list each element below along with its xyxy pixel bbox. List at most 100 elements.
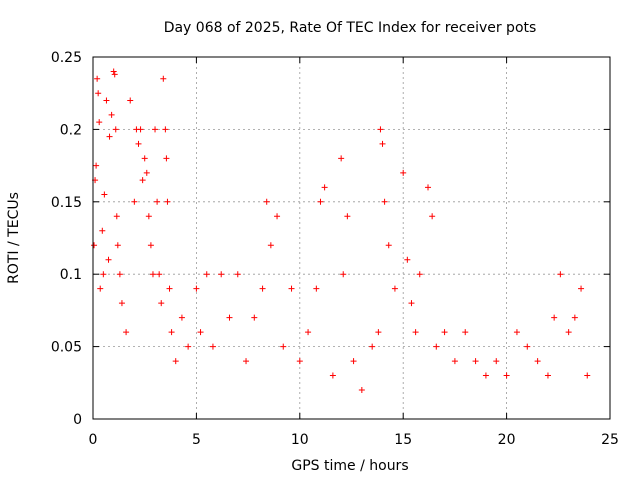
data-point (251, 314, 258, 321)
data-point (482, 372, 489, 379)
data-point (100, 271, 107, 278)
y-tick-label: 0.25 (51, 50, 82, 66)
y-tick-label: 0.2 (60, 122, 82, 138)
grid-lines (93, 57, 610, 419)
data-point (154, 198, 161, 205)
data-point (99, 227, 106, 234)
data-point (162, 126, 169, 133)
data-point (441, 329, 448, 336)
data-point (149, 271, 156, 278)
data-point (141, 155, 148, 162)
data-point (288, 285, 295, 292)
data-point (127, 97, 134, 104)
data-point (97, 285, 104, 292)
data-point (385, 242, 392, 249)
data-point (267, 242, 274, 249)
data-point (429, 213, 436, 220)
data-points (91, 68, 591, 394)
data-point (391, 285, 398, 292)
y-tick-label: 0 (73, 412, 82, 428)
data-point (584, 372, 591, 379)
data-point (305, 329, 312, 336)
data-point (101, 191, 108, 198)
data-point (381, 198, 388, 205)
data-point (185, 343, 192, 350)
data-point (152, 126, 159, 133)
data-point (118, 300, 125, 307)
data-point (379, 140, 386, 147)
data-point (375, 329, 382, 336)
data-point (166, 285, 173, 292)
data-point (103, 97, 110, 104)
data-point (369, 343, 376, 350)
data-point (105, 256, 112, 263)
data-point (400, 169, 407, 176)
data-point (163, 155, 170, 162)
data-point (551, 314, 558, 321)
x-tick-label: 0 (89, 432, 98, 448)
data-point (513, 329, 520, 336)
data-point (145, 213, 152, 220)
data-point (164, 198, 171, 205)
axis-ticks: 0 5 10 15 20 25 0 0.05 0.1 0.15 0.2 0.25 (51, 50, 619, 448)
data-point (112, 126, 119, 133)
data-point (358, 387, 365, 394)
data-point (565, 329, 572, 336)
x-tick-label: 10 (291, 432, 309, 448)
data-point (524, 343, 531, 350)
data-point (93, 162, 100, 169)
plot-frame (92, 56, 611, 420)
data-point (412, 329, 419, 336)
x-tick-label: 5 (192, 432, 201, 448)
y-tick-label: 0.1 (60, 267, 82, 283)
data-point (96, 119, 103, 126)
data-point (340, 271, 347, 278)
data-point (137, 126, 144, 133)
data-point (158, 300, 165, 307)
x-axis-label: GPS time / hours (291, 458, 408, 474)
data-point (338, 155, 345, 162)
data-point (139, 177, 146, 184)
data-point (114, 242, 121, 249)
data-point (451, 358, 458, 365)
data-point (243, 358, 250, 365)
data-point (209, 343, 216, 350)
data-point (578, 285, 585, 292)
data-point (571, 314, 578, 321)
data-point (193, 285, 200, 292)
data-point (557, 271, 564, 278)
data-point (234, 271, 241, 278)
data-point (350, 358, 357, 365)
data-point (317, 198, 324, 205)
data-point (110, 68, 117, 75)
data-point (218, 271, 225, 278)
data-point (377, 126, 384, 133)
data-point (296, 358, 303, 365)
data-point (263, 198, 270, 205)
data-point (321, 184, 328, 191)
data-point (197, 329, 204, 336)
data-point (472, 358, 479, 365)
x-tick-label: 15 (394, 432, 412, 448)
data-point (94, 75, 101, 82)
x-tick-label: 20 (498, 432, 516, 448)
data-point (408, 300, 415, 307)
data-point (172, 358, 179, 365)
data-point (178, 314, 185, 321)
data-point (416, 271, 423, 278)
data-point (91, 242, 98, 249)
data-point (226, 314, 233, 321)
data-point (143, 169, 150, 176)
data-point (123, 329, 130, 336)
data-point (462, 329, 469, 336)
data-point (147, 242, 154, 249)
data-point (544, 372, 551, 379)
chart-title: Day 068 of 2025, Rate Of TEC Index for r… (164, 20, 537, 36)
data-point (116, 271, 123, 278)
data-point (113, 213, 120, 220)
data-point (329, 372, 336, 379)
data-point (95, 90, 102, 97)
data-point (111, 71, 118, 78)
data-point (503, 372, 510, 379)
